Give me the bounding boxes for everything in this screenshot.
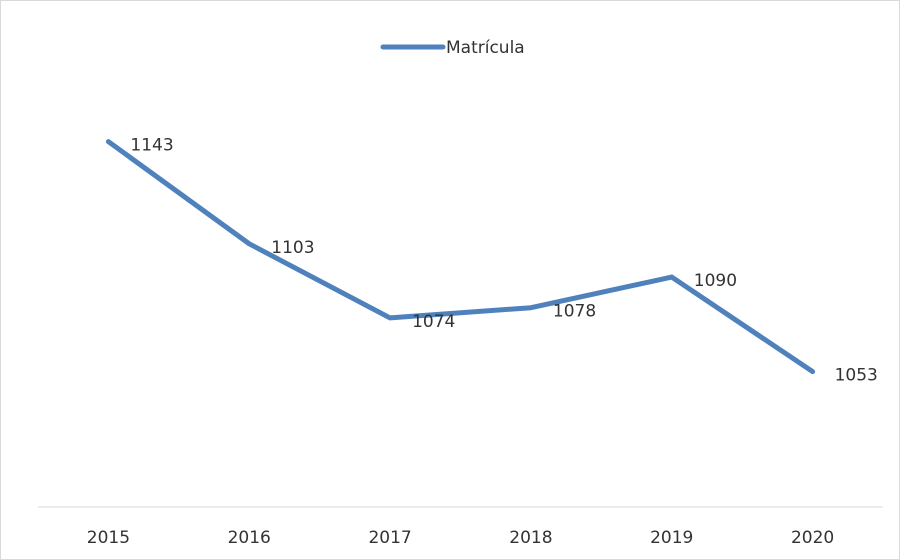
data-label: 1074 [412, 312, 455, 332]
x-tick-label: 2020 [791, 528, 834, 548]
x-tick-label: 2018 [509, 528, 552, 548]
legend-label: Matrícula [446, 38, 525, 58]
data-label: 1090 [694, 271, 737, 291]
data-label: 1078 [553, 302, 596, 322]
data-label: 1143 [130, 136, 173, 156]
data-label: 1103 [271, 238, 314, 258]
data-label: 1053 [835, 366, 878, 386]
x-tick-label: 2017 [368, 528, 411, 548]
x-tick-label: 2016 [228, 528, 271, 548]
x-tick-label: 2019 [650, 528, 693, 548]
series-line [105, 139, 816, 375]
x-tick-label: 2015 [87, 528, 130, 548]
